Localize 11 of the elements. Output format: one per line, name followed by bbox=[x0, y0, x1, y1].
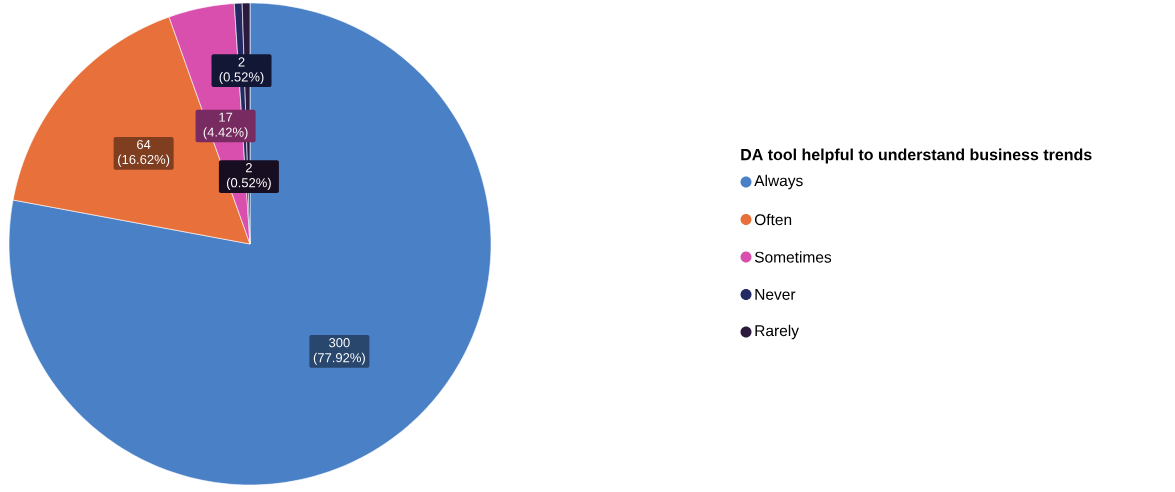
legend-title: DA tool helpful to understand business trends bbox=[741, 148, 1092, 164]
data-label: 2 (0.52%) bbox=[219, 57, 264, 85]
legend-label: Sometimes bbox=[754, 251, 832, 263]
data-label: 2 (0.52%) bbox=[226, 163, 271, 190]
legend-label: Always bbox=[754, 174, 803, 190]
data-label: 17 (4.42%) bbox=[203, 112, 248, 140]
legend-label: Often bbox=[754, 213, 792, 226]
data-label: 300 (77.92%) bbox=[313, 338, 365, 365]
legend-label: Never bbox=[755, 289, 796, 300]
data-label: 64 (16.62%) bbox=[118, 139, 170, 167]
legend-label: Rarely bbox=[755, 324, 799, 340]
